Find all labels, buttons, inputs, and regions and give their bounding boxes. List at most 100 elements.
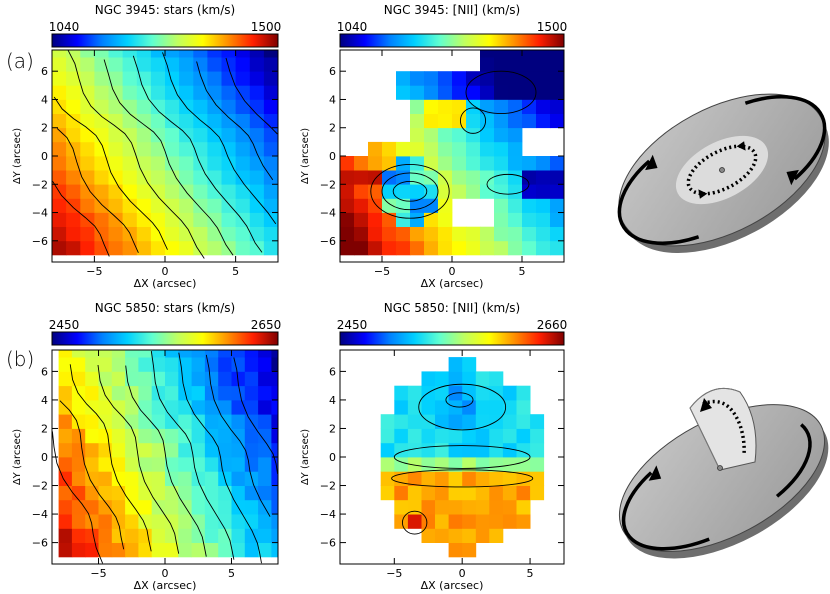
- heatmap-cell: [80, 226, 95, 242]
- y-tick-label: 0: [41, 150, 48, 163]
- heatmap-cell: [522, 240, 537, 256]
- heatmap-cell: [235, 198, 251, 213]
- heatmap-cell: [396, 212, 411, 227]
- heatmap-cell: [179, 50, 194, 58]
- heatmap-cell: [522, 113, 537, 129]
- heatmap-cell: [536, 198, 551, 213]
- heatmap-cell: [204, 357, 219, 372]
- heatmap-cell: [424, 198, 439, 213]
- x-axis-label: ΔX (arcsec): [421, 277, 484, 290]
- heatmap-cell: [516, 442, 531, 458]
- heatmap-cell: [424, 212, 439, 227]
- heatmap-cell: [462, 414, 477, 429]
- heatmap-cell: [108, 99, 123, 114]
- heatmap-cell: [249, 198, 265, 213]
- heatmap-cell: [111, 542, 126, 558]
- heatmap-cell: [410, 99, 425, 114]
- heatmap-cell: [536, 184, 551, 199]
- heatmap-cell: [258, 471, 272, 486]
- heatmap-cell: [122, 212, 138, 227]
- heatmap-cell: [475, 471, 490, 486]
- heatmap-cell: [235, 99, 251, 114]
- heatmap-cell: [122, 127, 138, 143]
- heatmap-cell: [111, 528, 126, 543]
- arrow-head-icon: [736, 141, 746, 151]
- chart-title: NGC 5850: [NII] (km/s): [384, 301, 520, 315]
- heatmap-cell: [271, 457, 279, 472]
- heatmap-cell: [165, 414, 179, 429]
- y-tick-label: −4: [320, 508, 336, 521]
- heatmap-cell: [466, 240, 481, 256]
- heatmap-cell: [111, 514, 126, 529]
- chart-panel-1: NGC 3945: stars (km/s) 1040 1500 −5 0 5 −6 −4 −2…: [12, 3, 281, 290]
- heatmap-cell: [204, 457, 219, 472]
- heatmap-cell: [111, 485, 126, 501]
- heatmap-cell: [421, 399, 436, 415]
- heatmap-cell: [204, 414, 219, 429]
- heatmap-cell: [271, 428, 279, 444]
- heatmap-cell: [122, 50, 138, 58]
- heatmap-cell: [231, 357, 246, 372]
- heatmap-cell: [249, 184, 265, 199]
- heatmap-cell: [438, 240, 453, 256]
- heatmap-cell: [494, 99, 509, 114]
- heatmap-cell: [150, 85, 166, 100]
- heatmap-cell: [244, 371, 259, 387]
- heatmap-cell: [221, 113, 236, 129]
- heatmap-cell: [85, 350, 99, 358]
- disk-center-dot: [717, 465, 723, 471]
- heatmap-cell: [85, 414, 99, 429]
- y-tick-label: 4: [329, 394, 336, 407]
- contour-line: [392, 180, 428, 202]
- heatmap-cell: [98, 385, 113, 401]
- heatmap-cell: [466, 71, 481, 86]
- heatmap-cell: [258, 414, 272, 429]
- heatmap-cell: [80, 127, 95, 143]
- heatmap-cell: [221, 226, 236, 242]
- heatmap-cell: [178, 350, 192, 358]
- heatmap-cell: [508, 141, 523, 157]
- heatmap-cell: [136, 156, 152, 171]
- heatmap-cell: [435, 499, 449, 515]
- heatmap-cell: [191, 399, 206, 415]
- heatmap-cell: [448, 528, 463, 543]
- heatmap-cell: [448, 357, 463, 372]
- heatmap-cell: [125, 399, 139, 415]
- heatmap-cell: [58, 485, 73, 501]
- heatmap-cell: [424, 170, 439, 185]
- heatmap-cell: [108, 184, 123, 199]
- heatmap-cells: [340, 50, 565, 256]
- heatmap-cell: [258, 542, 272, 558]
- heatmap-cell: [466, 99, 481, 114]
- heatmap-cell: [165, 399, 179, 415]
- heatmap-cell: [480, 240, 495, 256]
- heatmap-cell: [98, 499, 113, 515]
- heatmap-cell: [193, 240, 208, 256]
- heatmap-cell: [550, 57, 565, 72]
- heatmap-cell: [494, 240, 509, 256]
- heatmap-cell: [244, 485, 259, 501]
- heatmap-cell: [58, 371, 73, 387]
- heatmap-cell: [494, 141, 509, 157]
- heatmap-cell: [494, 198, 509, 213]
- heatmap-cell: [80, 113, 95, 129]
- y-tick-label: −6: [32, 537, 48, 550]
- heatmap-cell: [207, 184, 222, 199]
- heatmap-cell: [424, 240, 439, 256]
- heatmap-cell: [218, 457, 232, 472]
- heatmap-cell: [207, 156, 222, 171]
- heatmap-cell: [530, 442, 545, 458]
- heatmap-cell: [85, 457, 99, 472]
- heatmap-cell: [204, 371, 219, 387]
- heatmap-cell: [263, 198, 279, 213]
- heatmap-cell: [151, 485, 166, 501]
- heatmap-cell: [394, 457, 409, 472]
- heatmap-cell: [368, 212, 383, 227]
- heatmap-cell: [550, 226, 565, 242]
- heatmap-cell: [435, 471, 449, 486]
- heatmap-cell: [480, 184, 495, 199]
- y-tick-label: −2: [320, 480, 336, 493]
- heatmap-cell: [221, 71, 236, 86]
- chart-panel-4: NGC 5850: [NII] (km/s) 2450 2660 −5 0 5 −6 −4 −2…: [300, 301, 567, 592]
